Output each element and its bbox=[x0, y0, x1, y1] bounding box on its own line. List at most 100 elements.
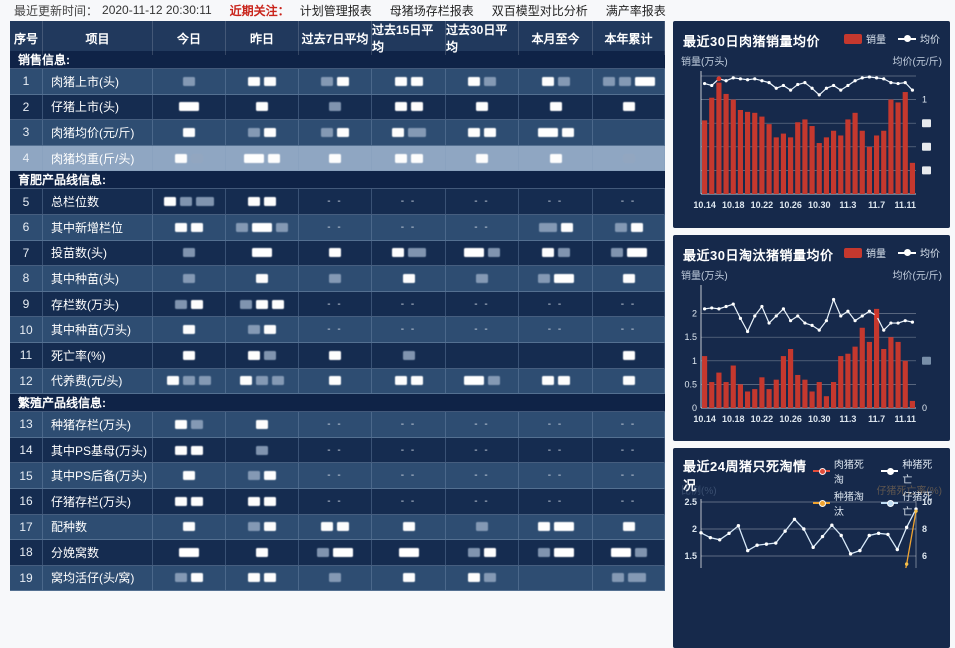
legend-dot bbox=[904, 35, 911, 42]
section-header-row: 育肥产品线信息: bbox=[10, 171, 665, 190]
table-row[interactable]: 10 其中种苗(万头) - - - - - - - - - - bbox=[10, 317, 665, 343]
legend-line-swatch bbox=[812, 467, 830, 475]
redacted-value bbox=[191, 419, 203, 429]
table-cell: - - bbox=[299, 412, 372, 437]
table-cell bbox=[153, 69, 226, 94]
table-row[interactable]: 15 其中PS后备(万头) - - - - - - - - - - bbox=[10, 463, 665, 489]
no-data-dashes: - - bbox=[620, 470, 637, 482]
legend-label: 种猪淘汰 bbox=[833, 492, 864, 518]
no-data-dashes: - - bbox=[547, 418, 564, 430]
row-label: 代养费(元/头) bbox=[43, 368, 153, 394]
redacted-value bbox=[248, 522, 260, 532]
table-row[interactable]: 6 其中新增栏位 - - - - - - bbox=[10, 214, 665, 241]
table-row[interactable]: 13 种猪存栏(万头) - - - - - - - - - - bbox=[10, 412, 665, 438]
table-row[interactable]: 18 分娩窝数 bbox=[10, 540, 665, 566]
table-cell bbox=[372, 342, 446, 368]
redacted-value bbox=[476, 273, 488, 283]
redacted-value bbox=[175, 299, 187, 309]
no-data-dashes: - - bbox=[474, 221, 490, 233]
table-row[interactable]: 1 肉猪上市(头) bbox=[10, 69, 665, 95]
right-axis-label: 仔猪死亡率(%) bbox=[876, 486, 942, 497]
table-cell bbox=[226, 437, 299, 463]
table-cell bbox=[593, 368, 665, 394]
redacted-value bbox=[602, 76, 615, 86]
topbar-menu-item[interactable]: 计划管理报表 bbox=[299, 3, 372, 18]
table-cell bbox=[519, 565, 593, 591]
redacted-value bbox=[196, 197, 214, 207]
redacted-value bbox=[476, 102, 488, 112]
topbar-menu-item[interactable]: 双百模型对比分析 bbox=[491, 3, 588, 18]
table-cell bbox=[593, 514, 665, 540]
table-row[interactable]: 3 肉猪均价(元/斤) bbox=[10, 120, 665, 146]
table-cell bbox=[299, 540, 372, 565]
redacted-value bbox=[321, 522, 333, 532]
legend-line-swatch bbox=[881, 467, 899, 475]
table-cell bbox=[593, 266, 665, 291]
redacted-value bbox=[634, 547, 647, 557]
redacted-value bbox=[321, 76, 333, 86]
no-data-dashes: - - bbox=[327, 470, 343, 482]
table-row[interactable]: 8 其中种苗(头) bbox=[10, 266, 665, 292]
chart-panel-cull-sales: 最近30日淘汰猪销量均价 销量 均价 销量(万头) 均价(元/斤) 0 0.5 1 1.… bbox=[673, 235, 950, 441]
redacted-value bbox=[191, 496, 203, 506]
table-row[interactable]: 4 肉猪均重(斤/头) bbox=[10, 145, 665, 172]
table-cell bbox=[446, 266, 519, 291]
table-cell bbox=[519, 145, 593, 171]
redacted-value bbox=[468, 76, 480, 86]
row-label: 投苗数(头) bbox=[43, 240, 153, 266]
no-data-dashes: - - bbox=[327, 324, 343, 336]
topbar-menu-item[interactable]: 母猪场存栏报表 bbox=[389, 3, 474, 18]
redacted-value bbox=[183, 325, 195, 335]
legend-item: 种猪淘汰 bbox=[812, 488, 872, 518]
table-row[interactable]: 9 存栏数(万头) - - - - - - - - - - bbox=[10, 291, 665, 318]
table-row[interactable]: 11 死亡率(%) bbox=[10, 342, 665, 369]
redacted-value bbox=[256, 299, 268, 309]
table-cell: - - bbox=[299, 437, 372, 463]
redacted-value bbox=[252, 248, 272, 258]
table-row[interactable]: 7 投苗数(头) bbox=[10, 240, 665, 267]
no-data-dashes: - - bbox=[400, 444, 417, 456]
table-row[interactable]: 14 其中PS基母(万头) - - - - - - - - - - bbox=[10, 437, 665, 464]
topbar-menu-item[interactable]: 满产率报表 bbox=[605, 3, 666, 18]
table-cell: - - bbox=[446, 437, 519, 463]
table-cell: - - bbox=[299, 463, 372, 488]
table-row[interactable]: 19 窝均活仔(头/窝) bbox=[10, 565, 665, 592]
section-header-row: 销售信息: bbox=[10, 51, 665, 69]
table-cell bbox=[299, 120, 372, 145]
table-cell bbox=[226, 540, 299, 565]
row-number: 9 bbox=[10, 291, 43, 317]
table-row[interactable]: 5 总栏位数 - - - - - - - - - - bbox=[10, 189, 665, 215]
svg-text:0: 0 bbox=[922, 403, 927, 413]
redacted-value bbox=[183, 350, 195, 360]
redacted-value bbox=[321, 127, 333, 137]
no-data-dashes: - - bbox=[400, 221, 417, 233]
table-row[interactable]: 12 代养费(元/头) bbox=[10, 368, 665, 395]
svg-text:10.26: 10.26 bbox=[779, 200, 802, 210]
table-row[interactable]: 17 配种数 bbox=[10, 514, 665, 541]
table-row[interactable]: 16 仔猪存栏(万头) - - - - - - - - - - bbox=[10, 488, 665, 515]
redacted-value bbox=[484, 573, 496, 583]
svg-text:1.5: 1.5 bbox=[684, 332, 697, 342]
table-row[interactable]: 2 仔猪上市(头) bbox=[10, 94, 665, 121]
table-cell bbox=[226, 514, 299, 540]
table-cell bbox=[519, 120, 593, 145]
table-cell: - - bbox=[446, 463, 519, 488]
redacted-value bbox=[407, 248, 426, 258]
redacted-value bbox=[611, 573, 624, 583]
svg-text:6: 6 bbox=[922, 551, 927, 561]
redacted-value bbox=[256, 547, 268, 557]
table-cell bbox=[153, 565, 226, 591]
redacted-value bbox=[391, 127, 404, 137]
legend-item: 销量 bbox=[844, 31, 886, 46]
redacted-value bbox=[464, 248, 484, 258]
redacted-value bbox=[622, 522, 635, 532]
svg-text:10.18: 10.18 bbox=[722, 200, 745, 210]
redacted-value bbox=[175, 496, 187, 506]
table-cell bbox=[372, 368, 446, 394]
table-cell bbox=[446, 145, 519, 171]
no-data-dashes: - - bbox=[474, 444, 490, 456]
no-data-dashes: - - bbox=[547, 470, 564, 482]
column-header: 序号 bbox=[10, 21, 43, 55]
redacted-value bbox=[537, 547, 550, 557]
table-cell: - - bbox=[593, 488, 665, 514]
